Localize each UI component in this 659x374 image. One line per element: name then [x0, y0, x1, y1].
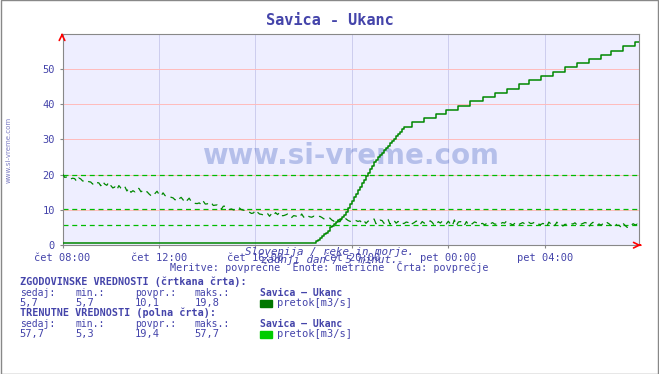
Text: 19,8: 19,8 — [194, 298, 219, 307]
Text: TRENUTNE VREDNOSTI (polna črta):: TRENUTNE VREDNOSTI (polna črta): — [20, 307, 215, 318]
Text: Savica – Ukanc: Savica – Ukanc — [260, 319, 343, 329]
Text: 5,3: 5,3 — [76, 329, 94, 338]
Text: 10,1: 10,1 — [135, 298, 160, 307]
Text: Slovenija / reke in morje.: Slovenija / reke in morje. — [245, 247, 414, 257]
Text: maks.:: maks.: — [194, 288, 229, 298]
Text: ZGODOVINSKE VREDNOSTI (črtkana črta):: ZGODOVINSKE VREDNOSTI (črtkana črta): — [20, 277, 246, 287]
Text: povpr.:: povpr.: — [135, 319, 176, 329]
Text: pretok[m3/s]: pretok[m3/s] — [277, 298, 353, 307]
Text: povpr.:: povpr.: — [135, 288, 176, 298]
Text: sedaj:: sedaj: — [20, 319, 55, 329]
Text: min.:: min.: — [76, 288, 105, 298]
Text: maks.:: maks.: — [194, 319, 229, 329]
Text: Meritve: povprečne  Enote: metrične  Črta: povprečje: Meritve: povprečne Enote: metrične Črta:… — [170, 261, 489, 273]
Text: www.si-vreme.com: www.si-vreme.com — [202, 142, 500, 170]
Text: www.si-vreme.com: www.si-vreme.com — [5, 117, 12, 183]
Text: Savica – Ukanc: Savica – Ukanc — [260, 288, 343, 298]
Text: zadnji dan / 5 minut.: zadnji dan / 5 minut. — [261, 255, 398, 264]
Text: 5,7: 5,7 — [20, 298, 38, 307]
Text: sedaj:: sedaj: — [20, 288, 55, 298]
Text: min.:: min.: — [76, 319, 105, 329]
Text: 19,4: 19,4 — [135, 329, 160, 338]
Text: 57,7: 57,7 — [20, 329, 45, 338]
Text: 5,7: 5,7 — [76, 298, 94, 307]
Text: pretok[m3/s]: pretok[m3/s] — [277, 329, 353, 338]
Text: 57,7: 57,7 — [194, 329, 219, 338]
Text: Savica - Ukanc: Savica - Ukanc — [266, 13, 393, 28]
